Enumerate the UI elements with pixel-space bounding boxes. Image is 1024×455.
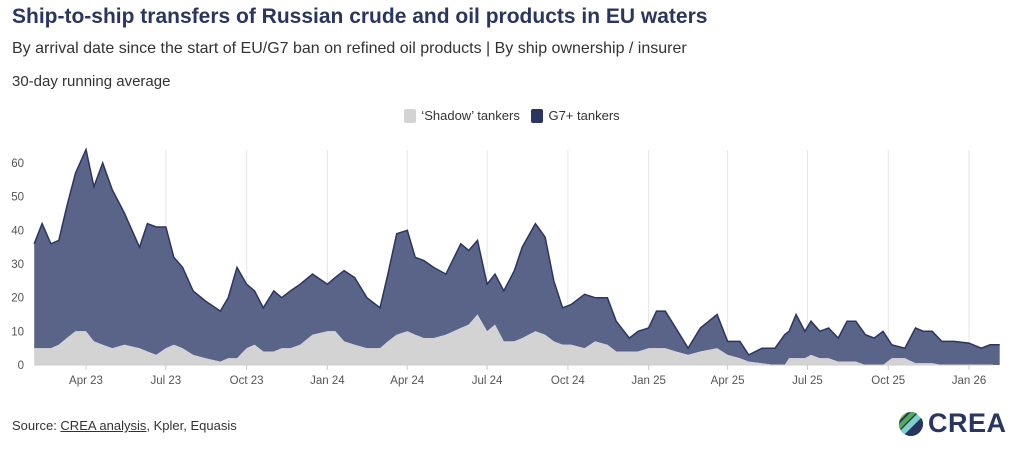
y-tick-label: 30 — [11, 259, 24, 271]
x-tick-label: Jan 24 — [310, 375, 345, 387]
x-tick-label: Jul 24 — [472, 375, 503, 387]
x-tick-label: Jul 23 — [151, 375, 182, 387]
legend-item-g7[interactable]: G7+ tankers — [531, 108, 620, 123]
source-prefix: Source: — [12, 418, 61, 433]
x-tick-label: Jan 25 — [631, 375, 666, 387]
legend-item-shadow[interactable]: ‘Shadow’ tankers — [404, 108, 520, 123]
x-tick-label: Apr 25 — [711, 375, 745, 387]
legend: ‘Shadow’ tankers G7+ tankers — [0, 108, 1024, 126]
y-tick-label: 20 — [11, 293, 24, 305]
source-rest: , Kpler, Equasis — [146, 418, 237, 433]
area-shadow-tankers — [34, 314, 1000, 365]
y-tick-label: 10 — [11, 326, 24, 338]
legend-swatch-shadow — [404, 108, 417, 123]
crea-logo: CREA — [898, 408, 1007, 439]
y-axis: 0 10 20 30 40 50 60 — [11, 158, 24, 372]
x-tick-label: Oct 25 — [871, 375, 905, 387]
crea-logo-text: CREA — [928, 408, 1007, 438]
x-tick-label: Jul 25 — [792, 375, 823, 387]
source-link-crea[interactable]: CREA analysis — [60, 418, 147, 433]
legend-label-shadow: ‘Shadow’ tankers — [421, 108, 520, 123]
y-tick-label: 50 — [11, 192, 24, 204]
chart-title: Ship-to-ship transfers of Russian crude … — [12, 5, 708, 28]
y-tick-label: 60 — [11, 158, 24, 170]
chart-note: 30-day running average — [12, 73, 171, 90]
x-tick-label: Apr 24 — [390, 375, 424, 387]
y-tick-label: 0 — [18, 360, 24, 372]
y-tick-label: 40 — [11, 225, 24, 237]
crea-logo-icon — [899, 411, 924, 436]
area-g7-tankers — [34, 149, 1000, 365]
areas — [33, 147, 1000, 365]
x-tick-label: Jan 26 — [952, 375, 987, 387]
x-axis: Apr 23 Jul 23 Oct 23 Jan 24 Apr 24 Jul 24 Oct … — [34, 364, 993, 387]
legend-swatch-g7 — [531, 108, 544, 123]
chart-subtitle: By arrival date since the start of EU/G7… — [12, 40, 687, 57]
source-note: Source: CREA analysis, Kpler, Equasis — [12, 418, 237, 433]
legend-label-g7: G7+ tankers — [548, 108, 620, 123]
x-tick-label: Oct 23 — [230, 375, 264, 387]
x-tick-label: Apr 23 — [69, 375, 103, 387]
x-tick-label: Oct 24 — [551, 375, 585, 387]
line-g7-tankers — [33, 147, 1000, 356]
